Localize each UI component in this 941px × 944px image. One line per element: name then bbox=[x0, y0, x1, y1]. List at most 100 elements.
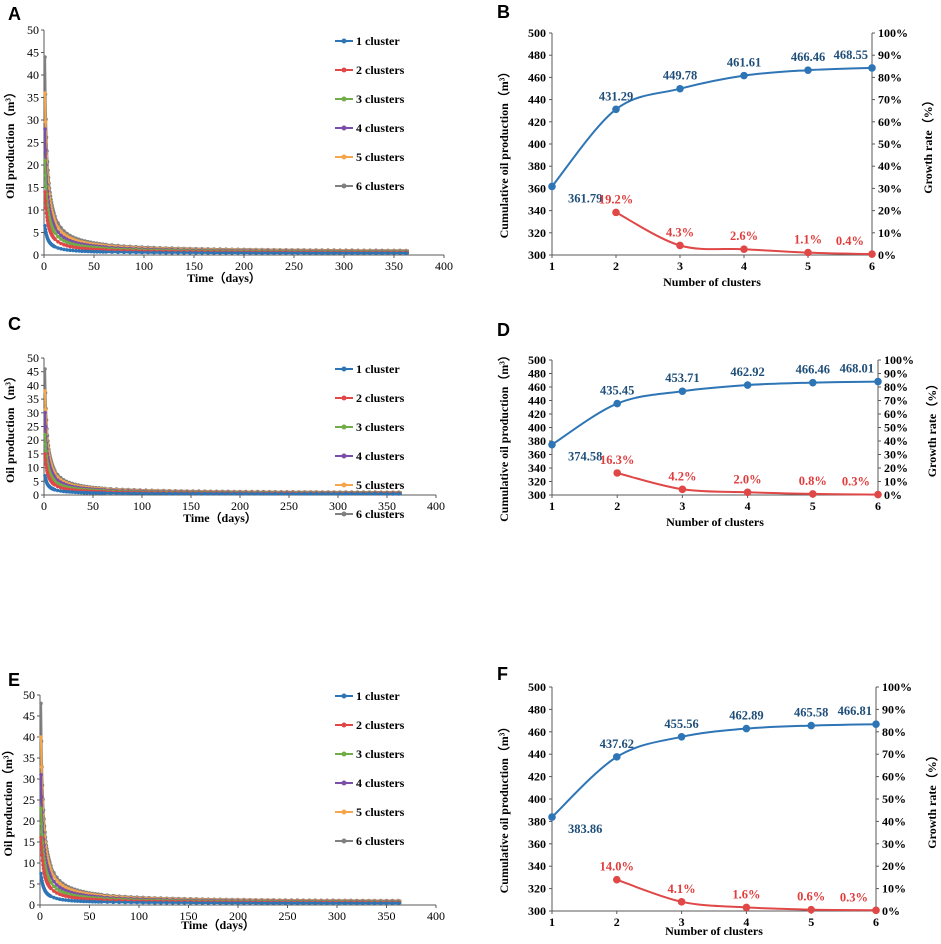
y-tick-label: 440 bbox=[528, 747, 546, 761]
series-point-1 bbox=[104, 250, 108, 254]
y-tick-label: 35 bbox=[27, 91, 39, 105]
series-point-2 bbox=[62, 242, 66, 247]
series-point-4 bbox=[61, 887, 65, 891]
growth-data-label: 0.3% bbox=[840, 890, 868, 904]
series-point-5 bbox=[43, 407, 48, 412]
y2-tick-label: 90% bbox=[878, 48, 902, 62]
x-tick-label: 1 bbox=[549, 499, 555, 513]
series-point-2 bbox=[71, 245, 75, 249]
series-point-1 bbox=[202, 491, 207, 496]
y-tick-label: 45 bbox=[23, 709, 35, 723]
series-point-3 bbox=[77, 243, 81, 248]
series-point-2 bbox=[44, 462, 48, 467]
y-tick-label: 500 bbox=[528, 26, 546, 40]
legend-label: 5 clusters bbox=[356, 805, 405, 819]
series-point-2 bbox=[80, 246, 84, 251]
panel-letter-d: D bbox=[497, 320, 510, 340]
y-tick-label: 35 bbox=[23, 751, 35, 765]
x-tick-label: 150 bbox=[185, 259, 203, 273]
cumulative-point bbox=[548, 182, 556, 191]
series-point-1 bbox=[158, 250, 162, 255]
growth-data-label: 2.6% bbox=[730, 229, 758, 243]
series-point-1 bbox=[226, 491, 230, 496]
series-point-1 bbox=[43, 224, 47, 228]
series-point-2 bbox=[43, 452, 47, 456]
growth-point bbox=[742, 903, 751, 912]
y2-tick-label: 20% bbox=[884, 461, 908, 475]
series-point-1 bbox=[314, 251, 318, 255]
growth-point bbox=[677, 898, 686, 906]
panel-b: B 300 320 340 360 380 400 420 440 460 480 500 0% 10% 2… bbox=[496, 2, 935, 289]
series-point-6 bbox=[43, 367, 47, 371]
y-tick-label: 0 bbox=[29, 898, 35, 912]
series-point-3 bbox=[55, 481, 60, 486]
series-point-3 bbox=[40, 832, 44, 837]
series-point-1 bbox=[76, 490, 81, 495]
series-point-1 bbox=[325, 901, 329, 905]
series-point-1 bbox=[89, 249, 93, 254]
y-tick-label: 0 bbox=[33, 488, 39, 502]
series-point-1 bbox=[140, 250, 144, 255]
series-point-1 bbox=[170, 901, 175, 905]
series-point-1 bbox=[218, 251, 222, 255]
series-point-1 bbox=[146, 250, 150, 255]
y2-tick-label: 80% bbox=[878, 70, 902, 84]
cumulative-line bbox=[551, 380, 879, 446]
series-point-2 bbox=[68, 244, 72, 249]
growth-data-label: 0.8% bbox=[799, 474, 827, 488]
series-point-1 bbox=[220, 491, 225, 496]
series-point-4 bbox=[56, 230, 60, 234]
y-tick-label: 45 bbox=[27, 365, 39, 379]
series-point-1 bbox=[238, 491, 242, 496]
series-point-1 bbox=[72, 899, 77, 903]
series-point-1 bbox=[289, 901, 294, 905]
x-tick-label: 4 bbox=[741, 259, 747, 273]
legend-label: 4 clusters bbox=[356, 121, 405, 135]
series-point-1 bbox=[267, 492, 272, 496]
series-point-1 bbox=[319, 901, 324, 905]
y2-tick-label: 30% bbox=[884, 448, 908, 462]
series-point-1 bbox=[314, 492, 319, 496]
legend-swatch-marker bbox=[341, 693, 347, 699]
y2-tick-label: 60% bbox=[884, 407, 908, 421]
legend-swatch-marker bbox=[341, 424, 347, 430]
x-tick-label: 100 bbox=[133, 499, 151, 513]
cumulative-point bbox=[807, 721, 815, 730]
series-point-1 bbox=[313, 901, 318, 905]
y2-tick-label: 10% bbox=[878, 226, 902, 240]
cumulative-data-label: 466.81 bbox=[838, 704, 872, 718]
legend-swatch-marker bbox=[341, 780, 347, 786]
series-point-1 bbox=[111, 900, 116, 904]
series-point-1 bbox=[164, 250, 168, 255]
y2-axis-label: Growth rate（%） bbox=[920, 94, 935, 193]
cumulative-point bbox=[742, 724, 751, 733]
y-tick-label: 420 bbox=[528, 407, 546, 421]
series-point-1 bbox=[176, 250, 180, 255]
series-point-1 bbox=[61, 489, 66, 494]
series-point-1 bbox=[194, 901, 199, 905]
series-point-1 bbox=[344, 251, 348, 255]
legend-label: 3 clusters bbox=[356, 747, 405, 761]
series-point-1 bbox=[355, 492, 360, 496]
series-point-4 bbox=[68, 238, 72, 243]
series-point-1 bbox=[265, 901, 270, 905]
y2-tick-label: 60% bbox=[878, 115, 902, 129]
series-point-1 bbox=[73, 490, 78, 495]
series-point-1 bbox=[58, 897, 62, 901]
x-tick-label: 350 bbox=[385, 259, 403, 273]
x-axis-label: Number of clusters bbox=[666, 515, 764, 529]
y2-tick-label: 40% bbox=[884, 434, 908, 448]
series-point-1 bbox=[301, 901, 306, 905]
series-point-3 bbox=[61, 890, 65, 894]
series-point-4 bbox=[39, 795, 44, 799]
series-point-2 bbox=[39, 845, 44, 850]
x-tick-label: 1 bbox=[549, 915, 555, 929]
series-point-1 bbox=[68, 248, 72, 252]
x-tick-label: 150 bbox=[180, 909, 198, 923]
series-point-1 bbox=[147, 900, 151, 905]
series-point-1 bbox=[78, 899, 83, 903]
series-point-1 bbox=[128, 250, 132, 255]
cumulative-data-label: 374.58 bbox=[568, 450, 602, 464]
y2-tick-label: 50% bbox=[878, 137, 902, 151]
growth-data-label: 19.2% bbox=[599, 192, 633, 206]
